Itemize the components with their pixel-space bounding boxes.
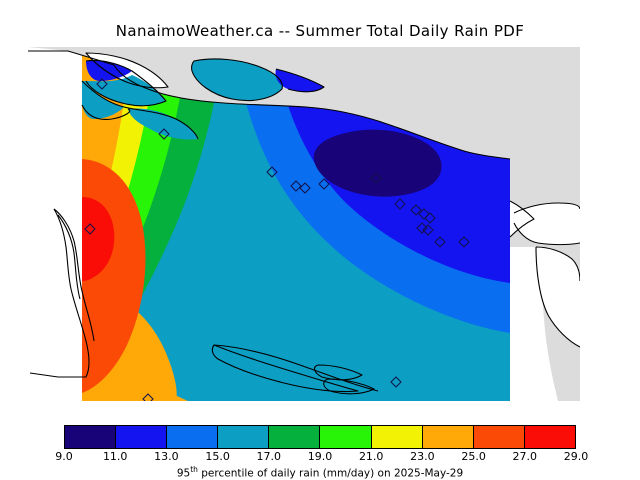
diamond-marker	[142, 393, 154, 401]
colorbar-segment-5	[320, 426, 372, 448]
caption-prefix: 95	[176, 467, 191, 480]
colorbar-tick-label: 11.0	[102, 450, 128, 463]
land-mainland-north	[28, 47, 580, 401]
diamond-marker	[158, 128, 170, 140]
band-23-25	[82, 47, 188, 401]
inlet-lagoon-teal	[191, 59, 283, 101]
colorbar-segment-2	[167, 426, 219, 448]
diamond-marker	[390, 376, 402, 388]
land-island-east	[514, 203, 580, 245]
colorbar-segment-6	[371, 426, 423, 448]
coast-island-east-3	[535, 246, 580, 282]
diamond-marker	[394, 198, 406, 210]
colorbar-tick-label: 17.0	[256, 450, 282, 463]
diamond-marker	[96, 78, 108, 90]
coastlines	[28, 50, 580, 395]
inlet-upper-blue	[86, 60, 132, 81]
land-island-east2	[536, 247, 580, 347]
coast-island-east-4	[535, 246, 580, 348]
colorbar-caption: 95th percentile of daily rain (mm/day) o…	[0, 465, 640, 480]
coast-long-island-bottom	[211, 344, 359, 393]
diamond-marker	[424, 212, 436, 224]
colorbar-segment-8	[473, 426, 525, 448]
diamond-marker	[422, 224, 434, 236]
coast-vi-inner	[57, 214, 81, 300]
coast-long-island-top	[213, 344, 379, 392]
caption-superscript: th	[190, 465, 198, 474]
coast-lagoon-tail	[275, 68, 325, 93]
band-27-29	[82, 197, 115, 281]
coast-vancouver-island-west	[29, 208, 90, 378]
colorbar-segment-1	[116, 426, 168, 448]
diamond-marker	[299, 182, 311, 194]
colorbar-tick-label: 21.0	[358, 450, 384, 463]
inlet-right-small	[474, 242, 500, 257]
inlet-lagoon-tail	[275, 69, 324, 92]
coast-lagoon	[191, 58, 283, 102]
colorbar-tick-label: 29.0	[563, 450, 589, 463]
coast-top-pocket	[85, 52, 169, 89]
diamond-marker	[318, 178, 330, 190]
diamond-marker	[290, 180, 302, 192]
contour-map	[28, 47, 580, 401]
band-9-11	[313, 129, 442, 197]
coast-inlet-a	[81, 80, 199, 140]
colorbar-segment-7	[422, 426, 474, 448]
colorbar-segment-4	[269, 426, 321, 448]
diamond-marker	[458, 236, 470, 248]
colorbar-tick-label: 19.0	[307, 450, 333, 463]
colorbar-tick-label: 27.0	[512, 450, 538, 463]
diamond-marker	[418, 208, 430, 220]
coast-east-mainland	[509, 200, 535, 238]
coast-north-mainland	[28, 50, 511, 160]
coast-island-east-1	[513, 202, 580, 214]
colorbar-segment-0	[65, 426, 117, 448]
map-plot-area	[28, 47, 580, 401]
diamond-marker	[434, 236, 446, 248]
colorbar-tick-label: 25.0	[461, 450, 486, 463]
colorbar-tick-label: 23.0	[410, 450, 435, 463]
coast-inlet-b	[85, 59, 167, 107]
colorbar-tick-label: 9.0	[55, 450, 73, 463]
coast-vancouver-island-east	[53, 208, 95, 342]
page-title: NanaimoWeather.ca -- Summer Total Daily …	[115, 22, 525, 40]
caption-rest: percentile of daily rain (mm/day) on 202…	[197, 467, 464, 480]
colorbar-ticks: 9.0 11.0 13.0 15.0 17.0 19.0 21.0 23.0 25.0 27.0 2…	[55, 450, 588, 464]
diamond-marker	[416, 222, 428, 234]
colorbar-segment-3	[218, 426, 270, 448]
colorbar-segment-9	[524, 426, 575, 448]
diamond-marker	[410, 204, 422, 216]
colorbar-legend: 9.0 11.0 13.0 15.0 17.0 19.0 21.0 23.0 25.0 27.0 2…	[55, 425, 588, 480]
colorbar-tick-label: 13.0	[154, 450, 179, 463]
colorbar-swatches	[64, 425, 576, 449]
station-markers	[84, 78, 470, 401]
diamond-marker	[84, 223, 96, 235]
inlet-mid-teal	[128, 108, 198, 140]
coast-inlet-c	[81, 104, 131, 121]
diamond-marker	[266, 166, 278, 178]
diamond-marker	[370, 172, 382, 184]
coast-long-island-detail2	[323, 378, 375, 395]
coast-island-east-2	[513, 222, 580, 246]
colorbar-tick-label: 15.0	[205, 450, 230, 463]
